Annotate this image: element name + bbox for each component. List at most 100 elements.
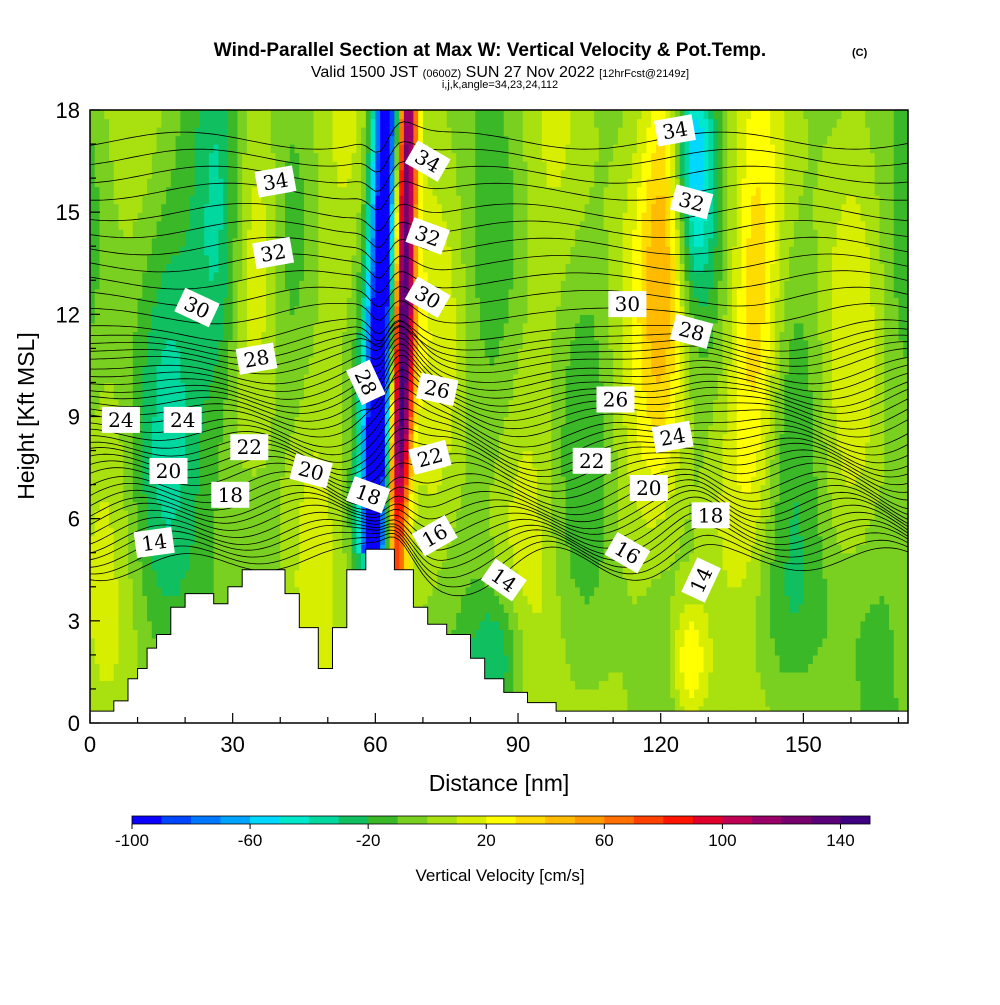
field-cell bbox=[527, 680, 533, 690]
field-cell bbox=[161, 612, 167, 622]
field-cell bbox=[327, 561, 334, 571]
field-cell bbox=[170, 510, 177, 520]
field-cell bbox=[798, 629, 804, 639]
field-cell bbox=[556, 535, 562, 545]
field-cell bbox=[812, 620, 819, 630]
field-cell bbox=[865, 697, 871, 707]
field-cell bbox=[332, 476, 338, 486]
field-cell bbox=[499, 612, 505, 622]
field-cell bbox=[137, 476, 143, 486]
field-cell bbox=[822, 654, 828, 664]
field-cell bbox=[888, 501, 895, 511]
field-cell bbox=[679, 484, 686, 494]
field-cell bbox=[827, 671, 833, 682]
field-cell bbox=[199, 561, 205, 571]
field-cell bbox=[693, 680, 700, 690]
field-cell bbox=[884, 595, 890, 605]
field-cell bbox=[660, 552, 667, 562]
field-cell bbox=[879, 561, 885, 571]
field-cell bbox=[869, 484, 876, 494]
field-cell bbox=[598, 620, 605, 630]
field-cell bbox=[313, 603, 319, 613]
field-cell bbox=[798, 544, 804, 554]
field-cell bbox=[570, 586, 576, 596]
field-cell bbox=[603, 705, 609, 716]
field-cell bbox=[527, 663, 533, 673]
field-cell bbox=[674, 620, 681, 630]
field-cell bbox=[460, 595, 467, 605]
field-cell bbox=[570, 561, 576, 571]
field-cell bbox=[556, 527, 562, 537]
field-cell bbox=[394, 510, 400, 520]
field-cell bbox=[532, 527, 538, 537]
field-cell bbox=[194, 535, 200, 545]
field-cell bbox=[651, 561, 657, 571]
field-cell bbox=[755, 595, 762, 605]
field-cell bbox=[446, 578, 453, 588]
field-cell bbox=[636, 578, 643, 588]
field-cell bbox=[893, 697, 900, 707]
field-cell bbox=[812, 629, 819, 639]
field-cell bbox=[603, 527, 609, 537]
field-cell bbox=[774, 646, 781, 656]
field-cell bbox=[660, 671, 667, 682]
field-cell bbox=[337, 569, 343, 579]
field-cell bbox=[874, 501, 881, 511]
field-cell bbox=[789, 688, 795, 699]
field-cell bbox=[874, 586, 881, 596]
field-cell bbox=[394, 544, 400, 554]
field-cell bbox=[118, 501, 124, 511]
field-cell bbox=[456, 510, 462, 520]
field-cell bbox=[518, 493, 524, 503]
field-cell bbox=[342, 612, 348, 622]
field-cell bbox=[755, 620, 762, 630]
field-cell bbox=[475, 629, 481, 639]
field-cell bbox=[128, 578, 134, 588]
field-cell bbox=[898, 561, 904, 571]
field-cell bbox=[170, 561, 177, 571]
field-cell bbox=[703, 671, 709, 682]
field-cell bbox=[284, 578, 291, 588]
field-cell bbox=[746, 552, 752, 562]
field-cell bbox=[822, 688, 828, 699]
field-cell bbox=[446, 476, 453, 486]
field-cell bbox=[831, 620, 838, 630]
field-cell bbox=[342, 544, 348, 554]
field-cell bbox=[817, 493, 823, 503]
field-cell bbox=[651, 510, 657, 520]
field-cell bbox=[741, 688, 747, 699]
field-cell bbox=[831, 544, 838, 554]
field-cell bbox=[446, 493, 453, 503]
field-cell bbox=[888, 595, 895, 605]
field-cell bbox=[570, 646, 576, 656]
field-cell bbox=[741, 646, 747, 656]
field-cell bbox=[865, 654, 871, 664]
field-cell bbox=[670, 595, 676, 605]
field-cell bbox=[128, 612, 134, 622]
field-cell bbox=[836, 637, 843, 647]
field-cell bbox=[227, 527, 234, 537]
field-cell bbox=[903, 561, 908, 571]
field-cell bbox=[836, 544, 843, 554]
field-cell bbox=[560, 501, 567, 511]
field-cell bbox=[565, 501, 571, 511]
field-cell bbox=[665, 663, 671, 673]
field-cell bbox=[494, 544, 500, 554]
field-cell bbox=[855, 484, 862, 494]
field-cell bbox=[123, 680, 129, 690]
field-cell bbox=[451, 484, 457, 494]
field-cell bbox=[503, 654, 510, 664]
field-cell bbox=[503, 561, 510, 571]
field-cell bbox=[156, 561, 162, 571]
field-cell bbox=[627, 527, 633, 537]
field-cell bbox=[499, 646, 505, 656]
field-cell bbox=[670, 501, 676, 511]
field-cell bbox=[603, 493, 609, 503]
field-cell bbox=[674, 612, 681, 622]
field-cell bbox=[318, 552, 324, 562]
field-cell bbox=[227, 476, 234, 486]
field-cell bbox=[841, 620, 847, 630]
field-cell bbox=[798, 595, 804, 605]
field-cell bbox=[166, 620, 172, 630]
field-cell bbox=[636, 603, 643, 613]
